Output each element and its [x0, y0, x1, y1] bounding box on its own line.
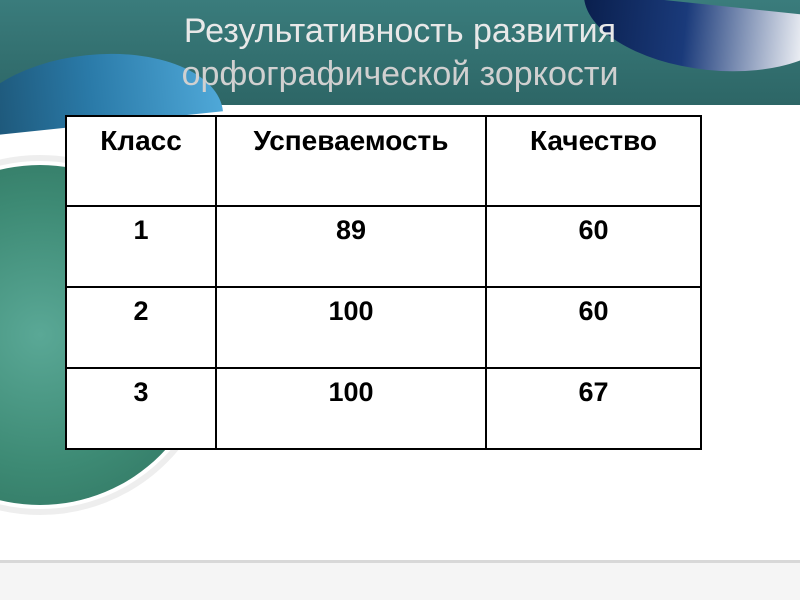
results-table: Класс Успеваемость Качество 1 89 60 2 10…: [65, 115, 702, 450]
table-row: 3 100 67: [66, 368, 701, 449]
column-header-quality: Качество: [486, 116, 701, 206]
column-header-performance: Успеваемость: [216, 116, 486, 206]
table-row: 2 100 60: [66, 287, 701, 368]
cell-class: 1: [66, 206, 216, 287]
title-line-2: орфографической зоркости: [182, 55, 619, 93]
cell-quality: 67: [486, 368, 701, 449]
cell-quality: 60: [486, 287, 701, 368]
cell-performance: 89: [216, 206, 486, 287]
header-bar: Результативность развития орфографическо…: [0, 0, 800, 105]
column-header-class: Класс: [66, 116, 216, 206]
table-header-row: Класс Успеваемость Качество: [66, 116, 701, 206]
cell-quality: 60: [486, 206, 701, 287]
cell-class: 2: [66, 287, 216, 368]
cell-class: 3: [66, 368, 216, 449]
slide-title: Результативность развития орфографическо…: [182, 10, 619, 95]
content-area: Класс Успеваемость Качество 1 89 60 2 10…: [0, 105, 800, 560]
table-row: 1 89 60: [66, 206, 701, 287]
cell-performance: 100: [216, 368, 486, 449]
footer-bar: [0, 560, 800, 600]
title-line-1: Результативность развития: [184, 12, 616, 50]
cell-performance: 100: [216, 287, 486, 368]
